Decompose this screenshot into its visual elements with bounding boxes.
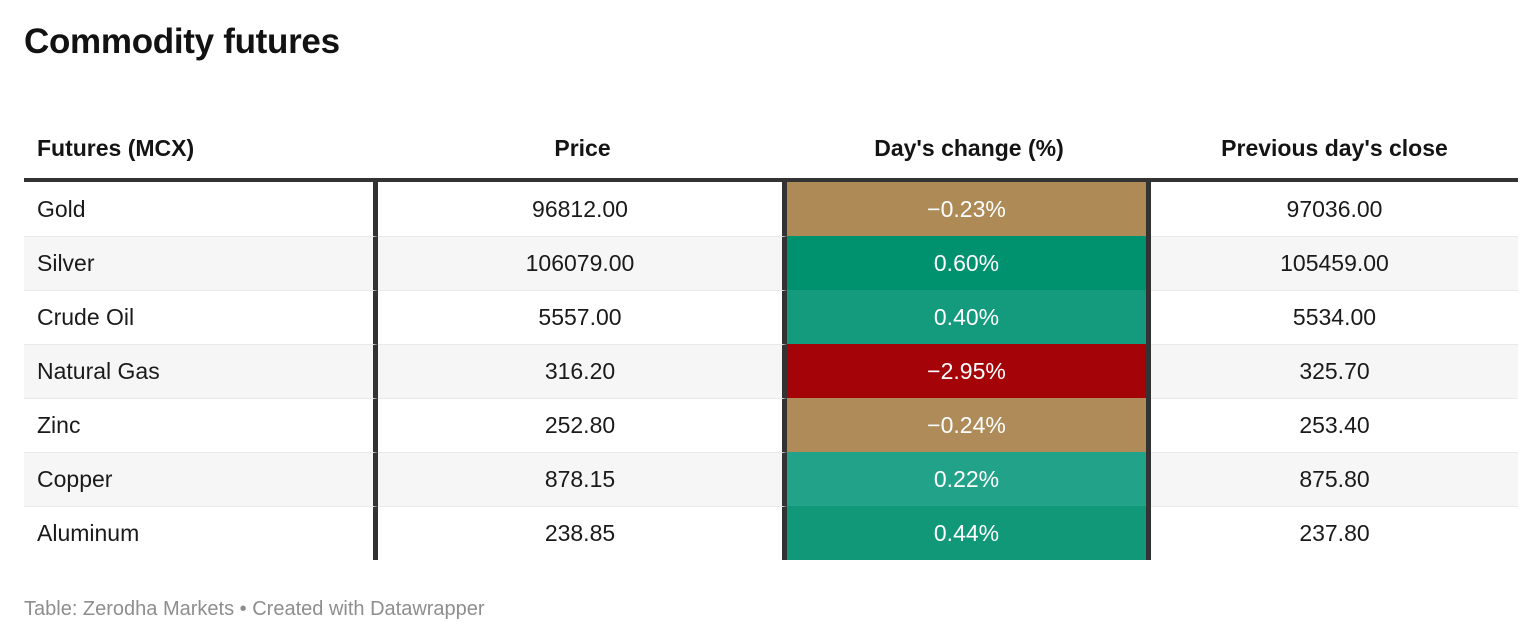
page-title: Commodity futures [24,22,340,61]
commodity-futures-table: Futures (MCX) Price Day's change (%) Pre… [24,118,1518,560]
table-row: Natural Gas 316.20 −2.95% 325.70 [24,344,1518,398]
previous-close-cell: 5534.00 [1151,290,1518,344]
price-cell: 316.20 [378,344,787,398]
previous-close-cell: 237.80 [1151,506,1518,560]
futures-name-cell: Zinc [24,398,378,452]
column-header-previous-close: Previous day's close [1221,134,1448,161]
futures-name-cell: Silver [24,236,378,290]
price-cell: 252.80 [378,398,787,452]
price-cell: 96812.00 [378,182,787,236]
futures-name-cell: Natural Gas [24,344,378,398]
footer-separator: • [234,598,253,620]
table-row: Silver 106079.00 0.60% 105459.00 [24,236,1518,290]
source-label: Table: Zerodha Markets [24,598,235,620]
datawrapper-attribution-link[interactable]: Created with Datawrapper [252,598,485,620]
days-change-cell: −2.95% [787,344,1151,398]
previous-close-cell: 97036.00 [1286,195,1383,222]
price-cell: 238.85 [378,506,787,560]
days-change-cell: 0.22% [787,452,1151,506]
futures-name-cell: Gold [24,182,378,236]
previous-close-cell: 253.40 [1151,398,1518,452]
table-row: Gold 96812.00 −0.23% 97036.00 [24,182,1518,236]
price-cell: 5557.00 [378,290,787,344]
days-change-cell: 0.44% [787,506,1151,560]
table-header-row: Futures (MCX) Price Day's change (%) Pre… [24,118,1518,182]
futures-name-cell: Crude Oil [24,290,378,344]
days-change-cell: 0.40% [787,290,1151,344]
previous-close-cell: 105459.00 [1151,236,1518,290]
days-change-cell: −0.23% [787,182,1151,236]
previous-close-cell: 325.70 [1151,344,1518,398]
table-row: Crude Oil 5557.00 0.40% 5534.00 [24,290,1518,344]
futures-name-cell: Copper [24,452,378,506]
column-header-days-change: Day's change (%) [874,134,1064,161]
table-row: Zinc 252.80 −0.24% 253.40 [24,398,1518,452]
table-row: Copper 878.15 0.22% 875.80 [24,452,1518,506]
column-header-price: Price [554,134,611,161]
price-cell: 106079.00 [378,236,787,290]
price-cell: 878.15 [378,452,787,506]
column-header-futures: Futures (MCX) [37,134,195,161]
days-change-cell: −0.24% [787,398,1151,452]
table-row: Aluminum 238.85 0.44% 237.80 [24,506,1518,560]
futures-name-cell: Aluminum [24,506,378,560]
table-footer: Table: Zerodha Markets • Created with Da… [24,598,485,621]
days-change-cell: 0.60% [787,236,1151,290]
table-body: Gold 96812.00 −0.23% 97036.00 Silver 106079.0… [24,182,1518,560]
previous-close-cell: 875.80 [1151,452,1518,506]
